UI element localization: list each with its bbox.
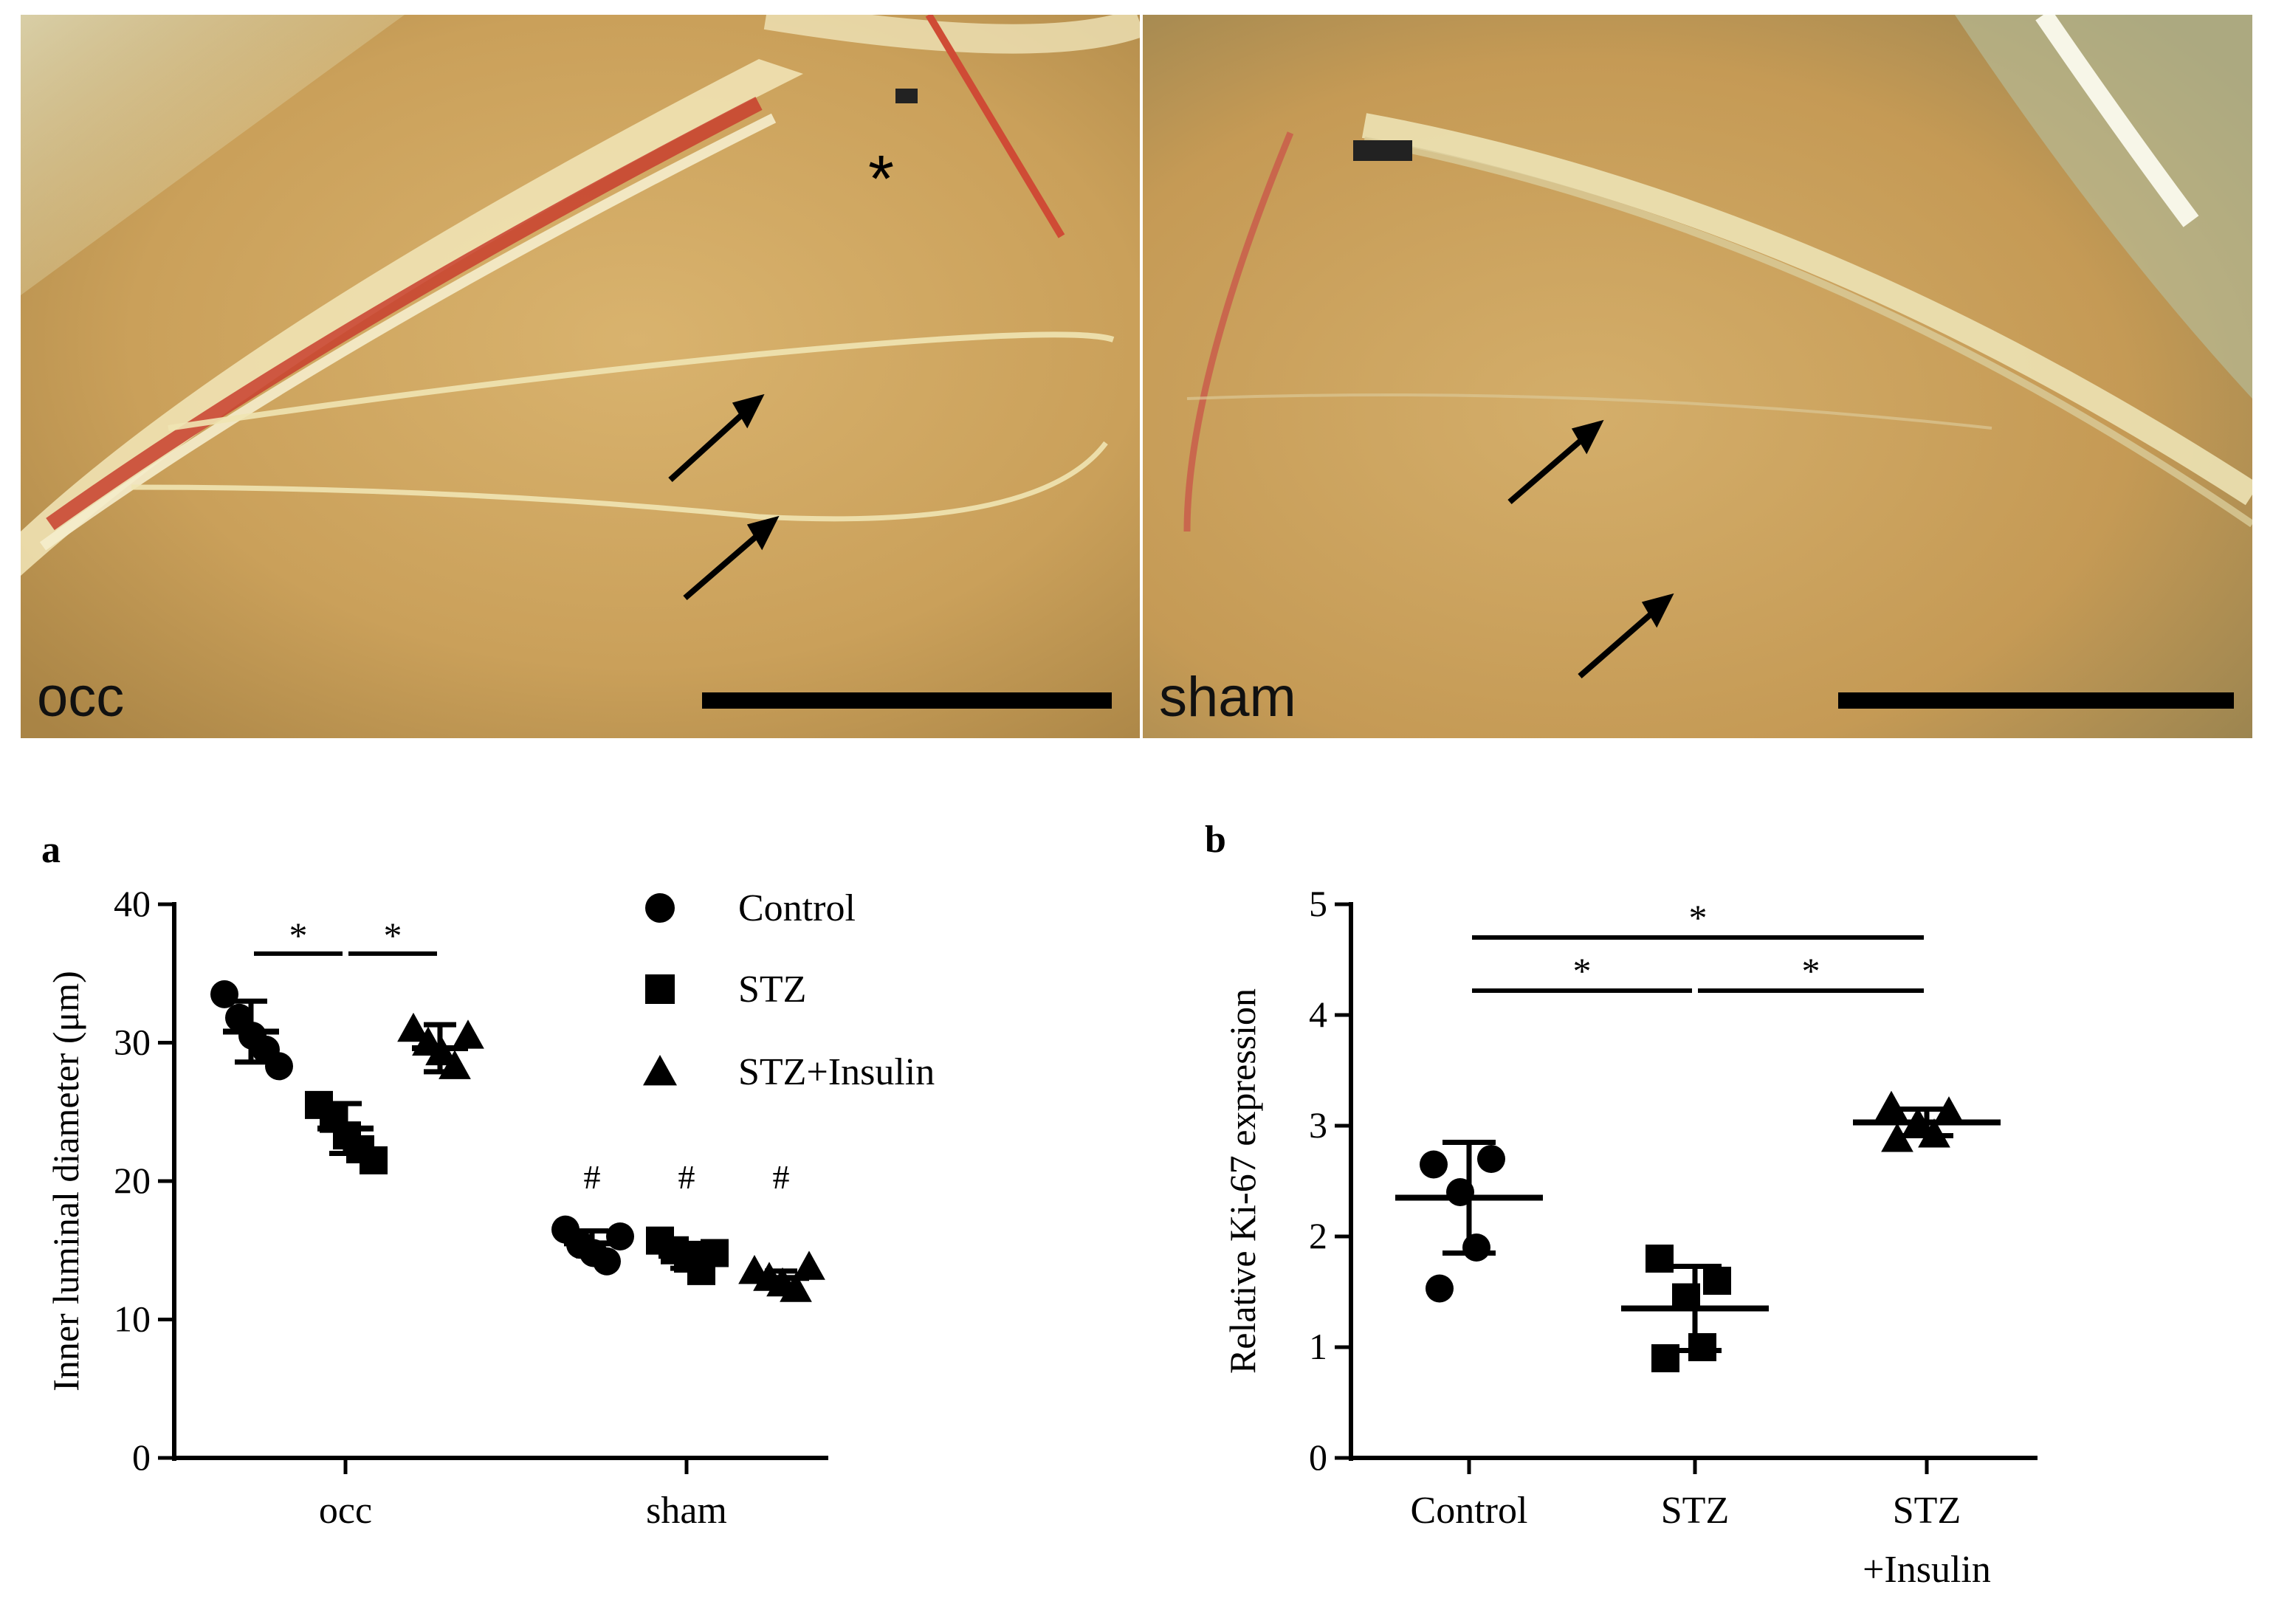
data-point-a xyxy=(397,1012,430,1042)
legend-marker-a xyxy=(643,1055,677,1086)
photo-sham: sham xyxy=(1143,15,2252,738)
y-tick-label-b: 3 xyxy=(1309,1104,1327,1146)
significance-label-a: * xyxy=(289,915,308,956)
y-tick-label-b: 0 xyxy=(1309,1437,1327,1478)
photo-label-sham: sham xyxy=(1159,666,1296,729)
legend-marker-a xyxy=(645,974,675,1004)
annotation-hash-a: # xyxy=(584,1158,601,1196)
significance-label-b: * xyxy=(1573,950,1592,991)
data-point-b xyxy=(1703,1267,1731,1295)
data-point-a xyxy=(452,1019,484,1049)
data-point-a xyxy=(210,980,238,1008)
significance-label-a: * xyxy=(384,915,402,956)
legend-label-a: STZ xyxy=(738,968,806,1011)
legend-marker-a xyxy=(645,893,675,923)
y-tick-label-a: 0 xyxy=(132,1437,151,1478)
scale-bar xyxy=(1838,692,2234,709)
photo-sham-image xyxy=(1143,15,2252,738)
panel-letter-b: b xyxy=(1205,819,1226,861)
x-tick-label-b: STZ xyxy=(1661,1490,1729,1532)
x-tick-label-b: Control xyxy=(1411,1490,1528,1532)
data-point-b xyxy=(1426,1274,1454,1303)
data-point-b xyxy=(1918,1118,1950,1148)
panel-letter-a: a xyxy=(41,829,61,871)
data-point-b xyxy=(1420,1150,1448,1179)
data-point-b xyxy=(1477,1145,1505,1173)
significance-label-b: * xyxy=(1689,897,1708,938)
legend-label-a: Control xyxy=(738,887,856,929)
asterisk-label: * xyxy=(868,142,895,216)
data-point-b xyxy=(1875,1090,1908,1120)
y-axis-label-a: Inner luminal diameter (μm) xyxy=(45,971,86,1391)
data-point-b xyxy=(1881,1123,1913,1152)
photo-occ-image xyxy=(21,15,1140,738)
y-tick-label-a: 40 xyxy=(114,883,151,924)
x-tick-label-a: occ xyxy=(319,1490,372,1532)
x-tick-label-b: +Insulin xyxy=(1863,1549,1991,1591)
y-tick-label-b: 4 xyxy=(1309,994,1327,1035)
data-point-a xyxy=(593,1247,621,1276)
y-tick-label-b: 1 xyxy=(1309,1326,1327,1367)
y-tick-label-b: 2 xyxy=(1309,1215,1327,1256)
y-tick-label-b: 5 xyxy=(1309,883,1327,924)
x-tick-label-b: STZ xyxy=(1893,1490,1961,1532)
data-point-a xyxy=(793,1250,825,1280)
y-tick-label-a: 10 xyxy=(114,1298,151,1340)
y-tick-label-a: 30 xyxy=(114,1022,151,1063)
y-tick-label-a: 20 xyxy=(114,1160,151,1201)
annotation-hash-a: # xyxy=(773,1158,790,1196)
y-axis-label-b: Relative Ki-67 expression xyxy=(1222,988,1263,1374)
photo-label-occ: occ xyxy=(37,666,125,729)
x-tick-label-a: sham xyxy=(646,1490,727,1532)
annotation-hash-a: # xyxy=(678,1158,695,1196)
photo-divider xyxy=(1140,15,1143,738)
data-point-a xyxy=(265,1052,293,1081)
data-point-a xyxy=(360,1146,388,1174)
significance-label-b: * xyxy=(1802,950,1820,991)
photo-occ: * occ xyxy=(21,15,1140,738)
legend-label-a: STZ+Insulin xyxy=(738,1051,935,1093)
scale-bar xyxy=(702,692,1112,709)
